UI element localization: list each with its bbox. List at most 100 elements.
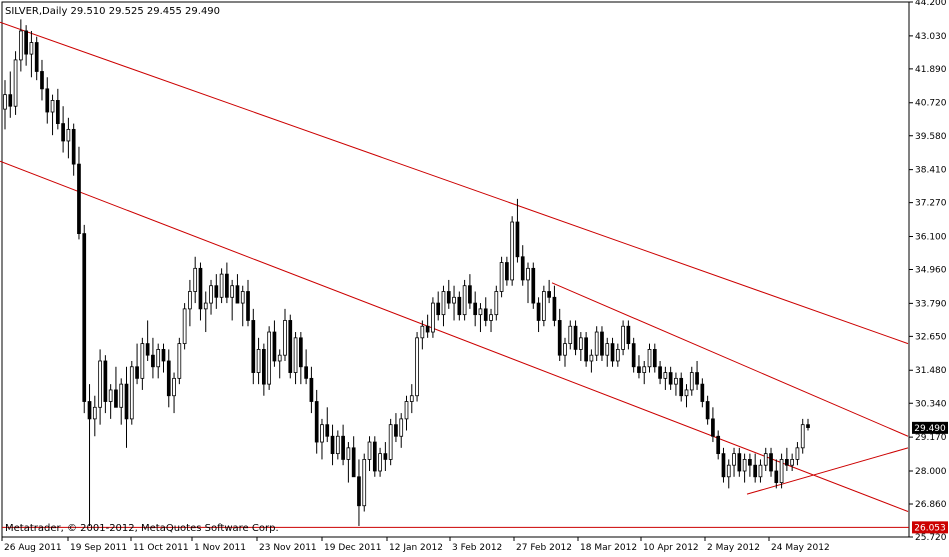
candle: [298, 332, 303, 385]
candle: [357, 459, 361, 526]
candle: [769, 447, 773, 477]
candle: [637, 355, 641, 379]
candle: [404, 395, 409, 431]
candle-body: [399, 418, 404, 437]
candle-body: [652, 349, 657, 368]
candle: [225, 262, 229, 304]
candle: [108, 384, 113, 419]
candle-body: [103, 360, 108, 402]
candle: [774, 459, 779, 489]
candle: [726, 459, 731, 489]
candle-body: [404, 401, 409, 420]
current-price-box: 29.490: [912, 421, 948, 434]
candle-body: [77, 163, 81, 235]
candle-body: [552, 296, 557, 321]
x-tick-label: 11 Oct 2011: [133, 543, 189, 553]
candle-body: [177, 343, 182, 379]
candles: [3, 19, 810, 526]
candle: [806, 418, 810, 431]
candle-body: [473, 302, 478, 316]
y-tick-label: 34.960: [915, 266, 947, 276]
candle: [748, 453, 752, 477]
candle: [547, 279, 551, 304]
candle-body: [605, 343, 610, 356]
candle: [573, 320, 578, 356]
candle-body: [108, 389, 113, 402]
candle-body: [92, 406, 97, 420]
candle-body: [415, 337, 419, 397]
candle: [394, 413, 398, 443]
candle: [557, 308, 562, 361]
candle-body: [499, 262, 504, 292]
candle: [542, 285, 546, 327]
candle: [499, 256, 504, 298]
candle-body: [573, 325, 578, 350]
candle: [489, 308, 493, 333]
candle-body: [557, 320, 562, 356]
candle: [161, 343, 166, 373]
candle: [335, 430, 340, 460]
candle-body: [50, 100, 55, 113]
candle-body: [367, 441, 372, 460]
candle-body: [526, 267, 530, 281]
x-tick-label: 10 Apr 2012: [643, 543, 699, 553]
candle: [441, 285, 446, 327]
candle: [272, 320, 277, 367]
candle: [92, 395, 97, 437]
candle-body: [240, 291, 245, 304]
candle-body: [124, 383, 129, 420]
candle: [372, 436, 377, 477]
candle-body: [309, 377, 314, 402]
candle-body: [621, 325, 625, 350]
candle-body: [61, 123, 65, 142]
x-tick-label: 19 Dec 2011: [324, 543, 382, 553]
candle-body: [737, 453, 742, 472]
candle-body: [341, 435, 345, 460]
candle-body: [425, 325, 430, 333]
candle-body: [468, 285, 472, 304]
candle: [658, 360, 662, 385]
candle: [621, 320, 625, 356]
candle: [214, 274, 219, 309]
candle: [219, 268, 224, 304]
candle: [304, 349, 308, 385]
candle: [182, 303, 187, 350]
candle: [483, 297, 488, 327]
candle-body: [547, 291, 551, 298]
candle: [34, 36, 39, 81]
candle: [367, 436, 372, 471]
candle: [293, 332, 298, 385]
candle: [584, 332, 588, 367]
candle-body: [790, 459, 795, 466]
candle-body: [394, 424, 398, 437]
candle: [172, 372, 176, 414]
chart-title: SILVER,Daily 29.510 29.525 29.455 29.490: [5, 6, 220, 17]
candle-body: [758, 464, 763, 478]
y-tick-label: 36.100: [915, 232, 947, 242]
candle: [494, 285, 499, 321]
candle-body: [769, 453, 773, 472]
y-tick-label: 31.480: [915, 366, 947, 376]
candle: [615, 343, 620, 367]
candle-body: [135, 366, 139, 379]
candle-body: [293, 337, 298, 373]
candle: [151, 337, 155, 379]
candle-body: [235, 285, 240, 304]
candle: [705, 395, 710, 425]
candle: [330, 424, 335, 466]
candle: [674, 372, 678, 396]
candle-body: [578, 337, 583, 350]
candle: [193, 256, 198, 304]
horizontal-line-label: 26.053: [914, 523, 946, 533]
y-tick-label: 41.890: [915, 65, 947, 75]
candle-body: [262, 349, 266, 385]
candle-body: [45, 88, 50, 113]
candle: [230, 279, 235, 321]
candle-body: [209, 285, 213, 304]
candle-body: [763, 453, 768, 466]
current-price-label: 29.490: [914, 424, 946, 434]
candle: [24, 25, 28, 66]
candle: [785, 447, 789, 471]
candle: [8, 71, 13, 118]
